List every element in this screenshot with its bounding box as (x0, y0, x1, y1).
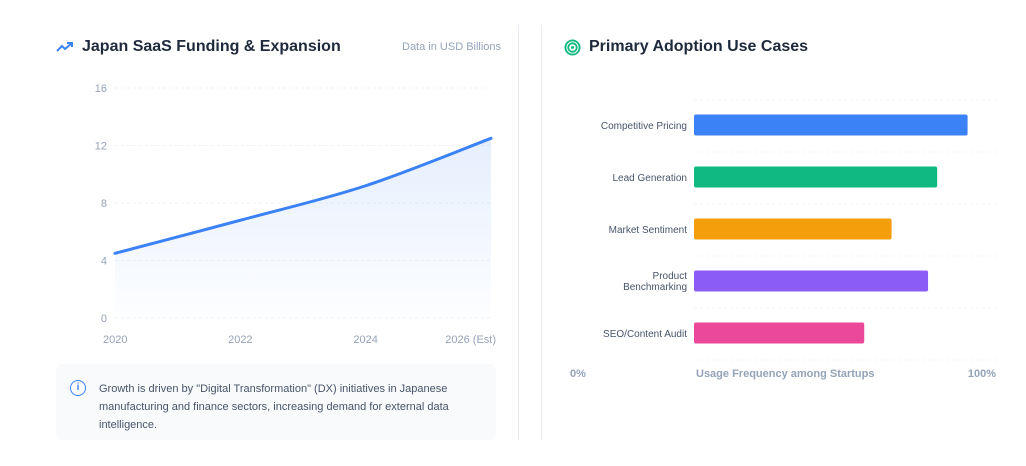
x-min-label: 0% (570, 368, 586, 380)
right-panel-title: Primary Adoption Use Cases (564, 38, 808, 56)
right-title-text: Primary Adoption Use Cases (589, 38, 809, 55)
funding-line-chart: 0 4 8 12 16 2020 2022 2024 2026 (Est) (95, 83, 496, 346)
info-note: i Growth is driven by "Digital Transform… (56, 364, 496, 440)
info-note-text: Growth is driven by "Digital Transformat… (99, 383, 449, 431)
category-label: Competitive Pricing (601, 121, 687, 132)
category-label: Product Benchmarking (623, 271, 687, 293)
y-tick-label: 8 (101, 198, 107, 210)
bar-product-benchmarking (694, 270, 929, 292)
left-panel-title: Japan SaaS Funding & Expansion (56, 38, 341, 56)
x-max-label: 100% (968, 368, 996, 380)
y-tick-label: 4 (101, 256, 107, 268)
left-title-text: Japan SaaS Funding & Expansion (82, 38, 341, 55)
target-icon (564, 38, 581, 56)
category-label-line: Benchmarking (623, 282, 687, 293)
panel-divider (518, 25, 542, 440)
units-note: Data in USD Billions (402, 41, 502, 53)
area-fill (115, 138, 491, 318)
x-tick-label: 2020 (103, 334, 127, 346)
bar-seo-content-audit (694, 322, 865, 344)
funding-line (113, 136, 493, 255)
category-label: Lead Generation (612, 173, 687, 184)
category-label: Market Sentiment (609, 225, 688, 236)
y-tick-label: 0 (101, 313, 107, 325)
y-tick-label: 12 (95, 141, 107, 153)
bar-competitive-pricing (694, 114, 968, 136)
x-tick-label: 2026 (Est) (445, 334, 496, 346)
bar-market-sentiment (694, 218, 892, 240)
bar-lead-generation (694, 166, 938, 188)
trending-up-icon (56, 42, 73, 52)
category-label-line: Product (653, 271, 688, 282)
x-axis-title: Usage Frequency among Startups (696, 368, 875, 380)
x-tick-label: 2022 (228, 334, 252, 346)
y-tick-label: 16 (95, 83, 107, 95)
category-label: SEO/Content Audit (603, 329, 687, 340)
use-case-bar-chart: Competitive Pricing Lead Generation Market… (570, 99, 998, 380)
info-icon: i (70, 380, 86, 396)
x-tick-label: 2024 (353, 334, 377, 346)
